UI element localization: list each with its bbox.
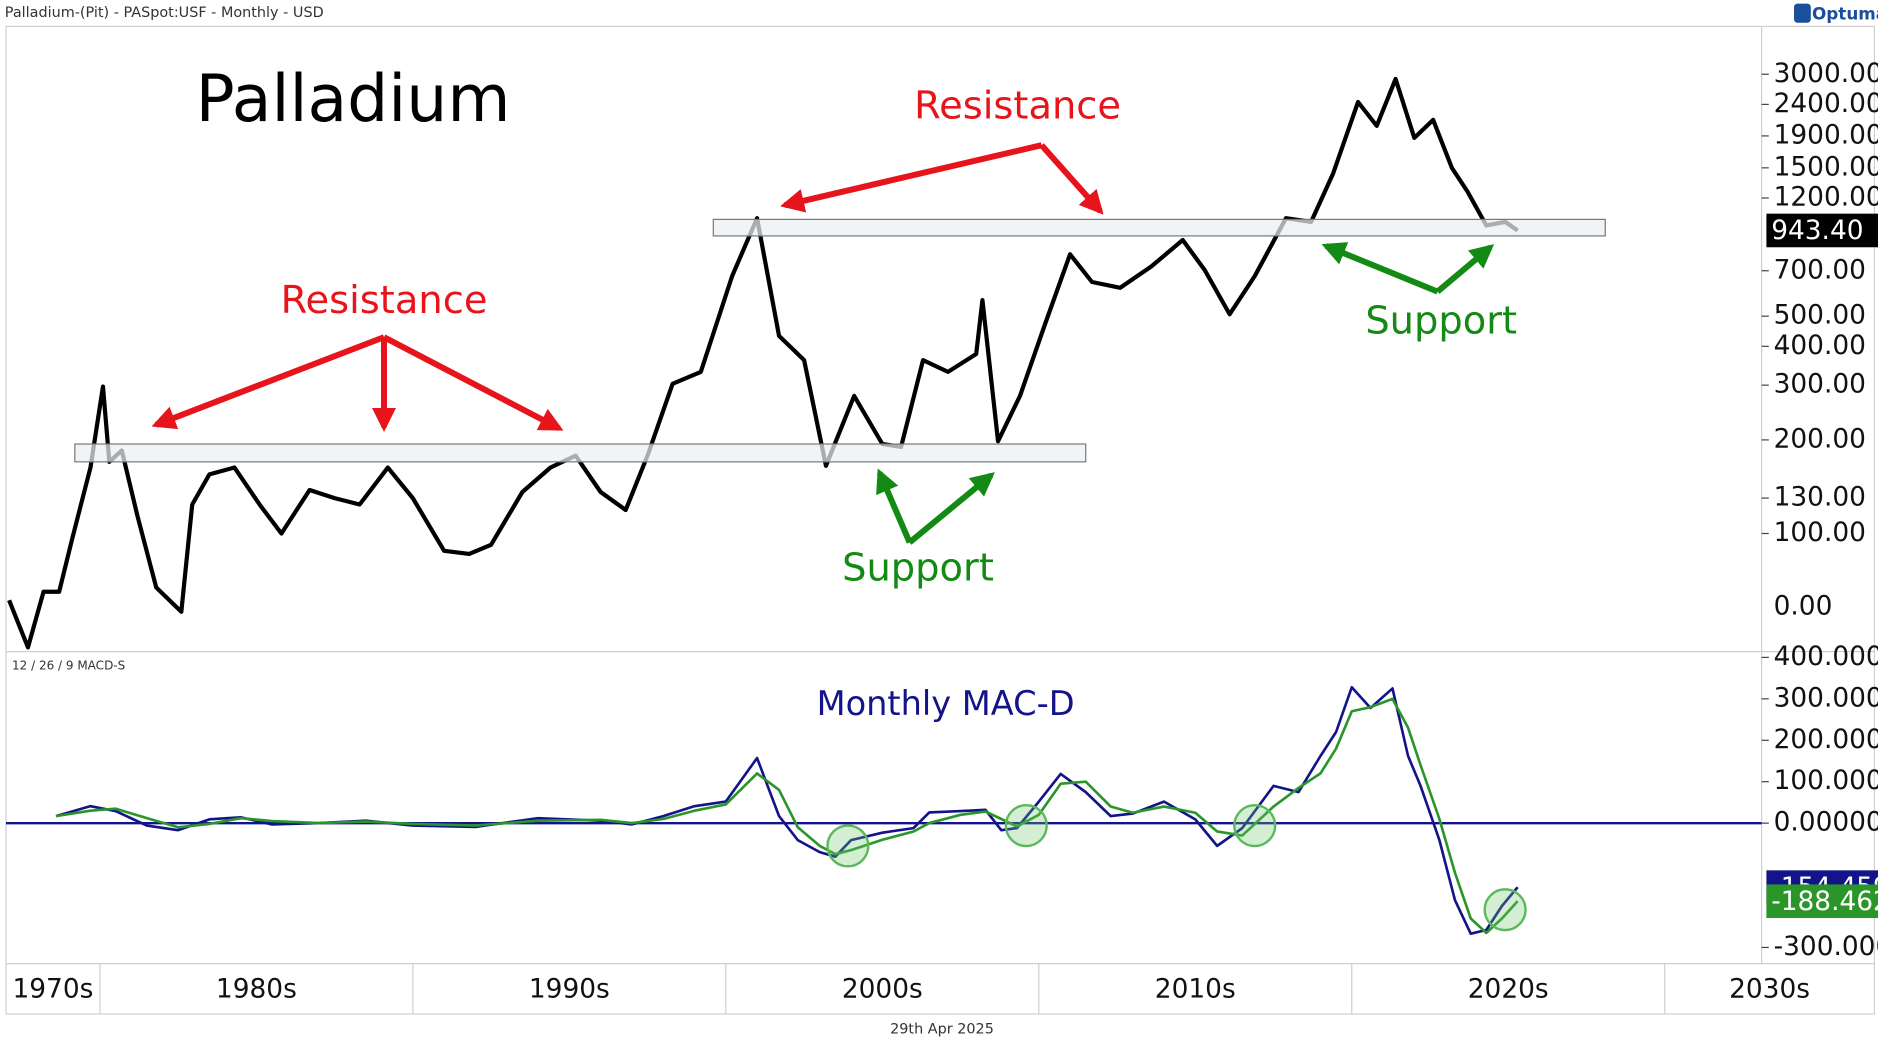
plot-area bbox=[6, 685, 1762, 936]
x-tick-label: 2000s bbox=[842, 974, 923, 1005]
last-value-label-box bbox=[1766, 884, 1878, 919]
last-value-label-box bbox=[1766, 213, 1878, 248]
y-tick-label: 100.000 bbox=[1774, 765, 1878, 796]
y-tick-label: 2400.00 bbox=[1774, 88, 1878, 119]
y-tick-label: 200.000 bbox=[1774, 724, 1878, 755]
y-tick-label: 130.00 bbox=[1774, 482, 1866, 513]
y-tick-label: 0.00000 bbox=[1774, 807, 1878, 838]
x-tick-label: 1970s bbox=[12, 974, 93, 1005]
brand-icon bbox=[1794, 3, 1811, 23]
price-line bbox=[7, 76, 1519, 650]
plot-area bbox=[7, 76, 1606, 650]
crossover-marker bbox=[1233, 804, 1277, 848]
y-tick-label: 400.000 bbox=[1774, 641, 1878, 672]
y-tick-label: 1900.00 bbox=[1774, 119, 1878, 150]
y-tick-label: 700.00 bbox=[1774, 254, 1866, 285]
level-zone bbox=[74, 443, 1087, 463]
arrows bbox=[151, 142, 1495, 545]
annotation: Resistance bbox=[914, 84, 1121, 129]
y-tick-label: 400.00 bbox=[1774, 330, 1866, 361]
macd-line bbox=[55, 685, 1519, 936]
brand: Optuma bbox=[1812, 3, 1878, 23]
x-tick-label: 2030s bbox=[1729, 974, 1810, 1005]
footer-date: 29th Apr 2025 bbox=[890, 1022, 994, 1038]
x-tick-label: 2010s bbox=[1155, 974, 1236, 1005]
crossover-marker bbox=[826, 824, 870, 868]
y-tick-label: -300.000 bbox=[1774, 931, 1878, 962]
crossover-marker bbox=[1004, 804, 1048, 848]
y-floor-label: 0.00 bbox=[1774, 591, 1833, 622]
last-value-label: -188.462 bbox=[1771, 886, 1878, 917]
y-tick-label: 1200.00 bbox=[1774, 181, 1878, 212]
x-tick-label: 1990s bbox=[529, 974, 610, 1005]
chart-title: Palladium bbox=[196, 62, 511, 137]
panel-label: 12 / 26 / 9 MACD-S bbox=[12, 659, 125, 673]
frame bbox=[5, 25, 1875, 1015]
level-zone bbox=[712, 218, 1606, 237]
y-tick-label: 200.00 bbox=[1774, 423, 1866, 454]
y-tick-label: 300.00 bbox=[1774, 369, 1866, 400]
header-title: Palladium-(Pit) - PASpot:USF - Monthly -… bbox=[5, 5, 324, 21]
x-tick-label: 2020s bbox=[1468, 974, 1549, 1005]
last-value-label: 943.40 bbox=[1771, 215, 1863, 246]
y-tick-label: 3000.00 bbox=[1774, 58, 1878, 89]
annotation: Resistance bbox=[281, 278, 488, 323]
crossover-marker bbox=[1483, 888, 1527, 932]
annotation: Support bbox=[1365, 298, 1517, 343]
macd-line bbox=[55, 697, 1519, 935]
y-tick-label: 1500.00 bbox=[1774, 151, 1878, 182]
annotation: Support bbox=[842, 546, 994, 591]
y-tick-label: 100.00 bbox=[1774, 517, 1866, 548]
x-tick-label: 1980s bbox=[216, 974, 297, 1005]
y-tick-label: 300.000 bbox=[1774, 682, 1878, 713]
panel-title: Monthly MAC-D bbox=[817, 684, 1075, 723]
y-tick-label: 500.00 bbox=[1774, 300, 1866, 331]
